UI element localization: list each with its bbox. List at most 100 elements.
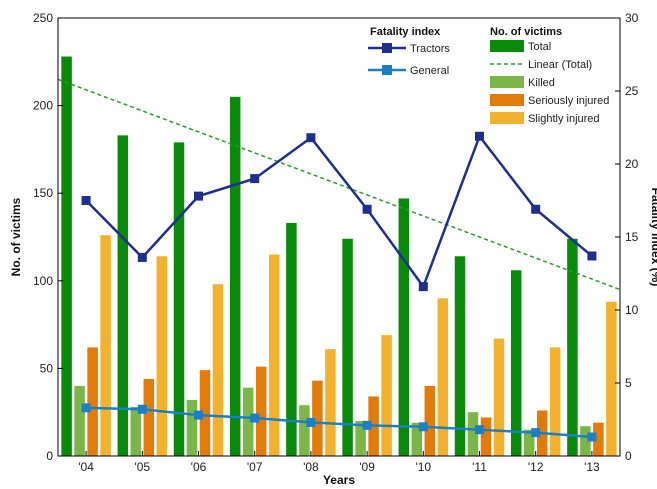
legend-tractors-label: Tractors bbox=[410, 43, 450, 55]
bar-killed bbox=[580, 426, 591, 456]
trendline-layer bbox=[57, 78, 621, 291]
point-general bbox=[250, 413, 260, 423]
x-tick-label: '08 bbox=[303, 460, 319, 474]
bar-slightly-injured bbox=[493, 338, 505, 456]
point-tractors bbox=[418, 282, 428, 292]
bar-seriously-injured bbox=[199, 370, 211, 456]
left-tick-label: 250 bbox=[33, 11, 53, 25]
bar-seriously-injured bbox=[312, 380, 323, 456]
right-tick-label: 20 bbox=[625, 157, 639, 171]
x-tick-label: '04 bbox=[78, 460, 94, 474]
bars-layer bbox=[61, 56, 617, 456]
bar-total bbox=[117, 135, 129, 456]
point-general bbox=[475, 425, 484, 435]
left-tick-label: 150 bbox=[33, 186, 53, 200]
legend-victims: No. of victims Total Linear (Total) Kill… bbox=[490, 26, 609, 125]
point-general bbox=[362, 420, 372, 430]
bar-total bbox=[510, 270, 522, 456]
legend-general-marker bbox=[382, 65, 392, 75]
x-tick-label: '10 bbox=[415, 460, 431, 474]
bar-total bbox=[398, 198, 410, 456]
bar-killed bbox=[355, 420, 366, 456]
bar-slightly-injured bbox=[381, 335, 392, 456]
bar-total bbox=[342, 238, 353, 456]
bar-seriously-injured bbox=[424, 385, 436, 456]
bar-killed bbox=[467, 412, 479, 456]
x-axis-title: Years bbox=[323, 473, 355, 487]
point-tractors bbox=[475, 131, 484, 141]
point-tractors bbox=[194, 191, 203, 201]
line-tractors bbox=[85, 133, 593, 290]
right-tick-label: 15 bbox=[625, 230, 639, 244]
trendline-linear-total bbox=[57, 78, 621, 291]
fatality-lines-layer bbox=[81, 131, 597, 442]
bar-slightly-injured bbox=[549, 347, 561, 456]
point-general bbox=[587, 432, 597, 442]
right-axis-title: Fatality index (%) bbox=[649, 188, 657, 287]
x-tick-label: '12 bbox=[528, 460, 544, 474]
bar-slightly-injured bbox=[156, 256, 168, 456]
point-general bbox=[531, 428, 541, 438]
point-general bbox=[194, 410, 203, 420]
left-tick-label: 0 bbox=[46, 449, 53, 463]
point-tractors bbox=[250, 174, 260, 184]
bar-killed bbox=[411, 422, 423, 456]
x-tick-label: '11 bbox=[472, 460, 487, 474]
left-tick-label: 50 bbox=[40, 361, 54, 375]
left-tick-label: 200 bbox=[33, 99, 53, 113]
point-general bbox=[306, 417, 316, 427]
legend-slightly-label: Slightly injured bbox=[528, 113, 600, 125]
right-tick-label: 10 bbox=[625, 303, 639, 317]
legend-killed-label: Killed bbox=[528, 77, 555, 89]
right-tick-label: 5 bbox=[625, 376, 632, 390]
legend-total-swatch bbox=[490, 40, 524, 52]
legend-total-label: Total bbox=[528, 41, 551, 53]
bar-seriously-injured bbox=[593, 422, 604, 456]
left-axis: 0 50 100 150 200 250 bbox=[33, 11, 63, 463]
bar-killed bbox=[74, 385, 85, 456]
bar-total bbox=[454, 256, 466, 456]
point-tractors bbox=[306, 133, 316, 143]
bar-killed bbox=[299, 405, 310, 456]
bar-slightly-injured bbox=[606, 301, 617, 456]
legend-slightly-swatch bbox=[490, 112, 524, 124]
bar-seriously-injured bbox=[87, 347, 98, 456]
point-general bbox=[81, 403, 91, 413]
point-general bbox=[137, 404, 147, 414]
bar-killed bbox=[130, 406, 142, 456]
bar-slightly-injured bbox=[437, 298, 449, 456]
bar-slightly-injured bbox=[325, 349, 336, 456]
legend-fatality-title: Fatality index bbox=[370, 26, 441, 38]
legend-linear-label: Linear (Total) bbox=[528, 59, 592, 71]
right-tick-label: 0 bbox=[625, 449, 632, 463]
x-tick-label: '13 bbox=[584, 460, 600, 474]
legend-fatality: Fatality index Tractors General bbox=[368, 26, 450, 77]
legend-seriously-label: Seriously injured bbox=[528, 95, 609, 107]
point-tractors bbox=[362, 204, 372, 214]
x-tick-label: '05 bbox=[134, 460, 150, 474]
right-tick-label: 25 bbox=[625, 84, 639, 98]
legend-general-label: General bbox=[410, 65, 449, 77]
x-axis: '04 '05 '06 '07 '08 '09 '10 '11 '12 '13 bbox=[78, 451, 600, 474]
bar-total bbox=[567, 238, 578, 456]
point-tractors bbox=[137, 252, 147, 262]
bar-killed bbox=[186, 399, 198, 456]
right-tick-label: 30 bbox=[625, 11, 639, 25]
left-axis-title: No. of victims bbox=[9, 197, 23, 276]
bar-killed bbox=[523, 429, 535, 456]
bar-killed bbox=[242, 387, 254, 456]
line-general bbox=[86, 406, 592, 439]
bar-total bbox=[286, 222, 297, 456]
legend-killed-swatch bbox=[490, 76, 524, 88]
bar-total bbox=[61, 56, 72, 456]
x-tick-label: '06 bbox=[191, 460, 207, 474]
right-axis: 0 5 10 15 20 25 30 bbox=[615, 11, 639, 463]
point-tractors bbox=[81, 196, 91, 205]
bar-seriously-injured bbox=[255, 366, 267, 456]
x-tick-label: '09 bbox=[359, 460, 375, 474]
bar-seriously-injured bbox=[143, 378, 155, 456]
bar-slightly-injured bbox=[268, 254, 280, 456]
bar-total bbox=[229, 96, 241, 456]
left-tick-label: 100 bbox=[33, 274, 53, 288]
